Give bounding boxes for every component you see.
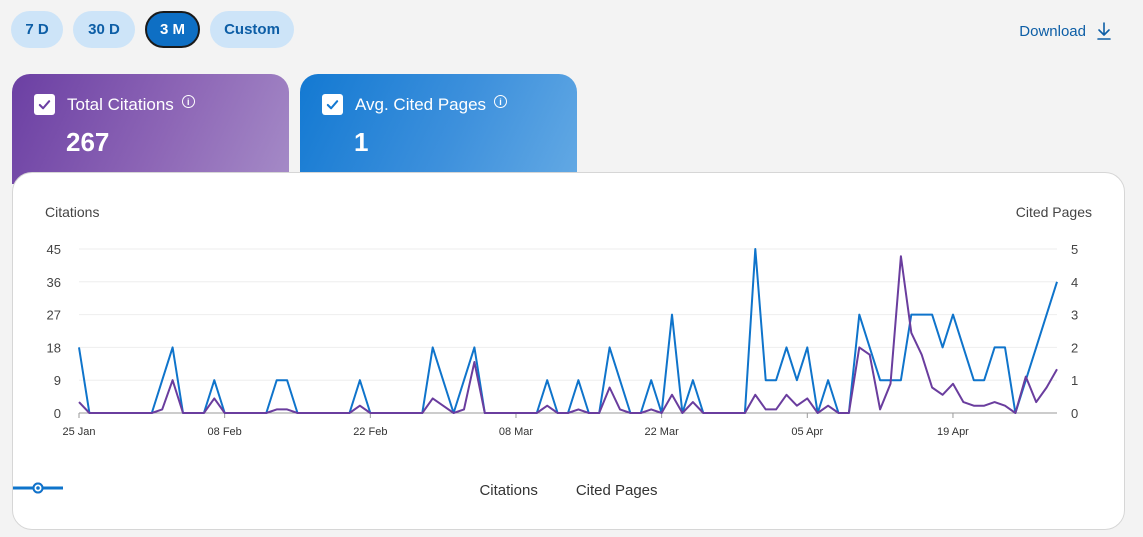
range-selector: 7 D 30 D 3 M Custom bbox=[11, 11, 294, 48]
info-icon[interactable]: i bbox=[181, 95, 195, 108]
legend-citations[interactable]: Citations bbox=[13, 482, 538, 499]
check-icon bbox=[326, 100, 339, 110]
left-tick-label: 27 bbox=[47, 308, 61, 323]
right-tick-label: 5 bbox=[1071, 242, 1078, 257]
x-tick-label: 08 Mar bbox=[499, 426, 534, 438]
right-tick-label: 0 bbox=[1071, 406, 1078, 421]
left-tick-label: 18 bbox=[47, 340, 61, 355]
left-axis-title: Citations bbox=[45, 204, 100, 220]
legend-cited-pages-label: Cited Pages bbox=[575, 482, 658, 499]
citations-checkbox[interactable] bbox=[34, 94, 55, 115]
right-axis-title: Cited Pages bbox=[1015, 204, 1092, 220]
download-label: Download bbox=[1019, 22, 1086, 40]
check-icon bbox=[38, 100, 51, 110]
avg-cited-pages-card[interactable]: Avg. Cited Pages i 1 bbox=[300, 74, 577, 184]
range-custom-button[interactable]: Custom bbox=[210, 11, 294, 48]
legend-cited-pages[interactable]: Cited Pages bbox=[13, 482, 658, 499]
left-tick-label: 0 bbox=[54, 406, 61, 421]
pages-card-value: 1 bbox=[354, 127, 369, 157]
pages-checkbox[interactable] bbox=[322, 94, 343, 115]
x-tick-label: 25 Jan bbox=[62, 426, 95, 438]
left-tick-label: 36 bbox=[47, 275, 61, 290]
citations-card-value: 267 bbox=[66, 127, 110, 157]
legend-citations-label: Citations bbox=[479, 482, 538, 499]
range-30d-button[interactable]: 30 D bbox=[73, 11, 135, 48]
x-tick-label: 19 Apr bbox=[937, 426, 969, 438]
citations-card-label: Total Citations bbox=[67, 94, 174, 114]
legend-cited-pages-marker bbox=[13, 482, 63, 494]
citations-series-line bbox=[78, 255, 1058, 414]
chart-legend: Citations Cited Pages bbox=[13, 482, 1124, 499]
x-tick-label: 08 Feb bbox=[208, 426, 242, 438]
x-tick-label: 22 Feb bbox=[353, 426, 387, 438]
total-citations-card[interactable]: Total Citations i 267 bbox=[12, 74, 289, 184]
info-icon[interactable]: i bbox=[494, 95, 508, 108]
right-tick-label: 4 bbox=[1071, 275, 1078, 290]
left-tick-label: 45 bbox=[47, 242, 61, 257]
right-tick-label: 1 bbox=[1071, 373, 1078, 388]
left-tick-label: 9 bbox=[54, 373, 61, 388]
right-tick-label: 3 bbox=[1071, 308, 1078, 323]
range-3m-button[interactable]: 3 M bbox=[145, 11, 200, 48]
pages-card-label: Avg. Cited Pages bbox=[355, 94, 487, 114]
range-7d-button[interactable]: 7 D bbox=[11, 11, 63, 48]
chart-panel: Citations Cited Pages 0 9 18 27 36 45 0 1 2 3 4 5 25… bbox=[12, 172, 1125, 530]
x-tick-label: 22 Mar bbox=[645, 426, 680, 438]
x-tick-label: 05 Apr bbox=[791, 426, 823, 438]
download-icon bbox=[1097, 22, 1111, 40]
right-tick-label: 2 bbox=[1071, 340, 1078, 355]
download-button[interactable]: Download bbox=[1019, 22, 1112, 40]
